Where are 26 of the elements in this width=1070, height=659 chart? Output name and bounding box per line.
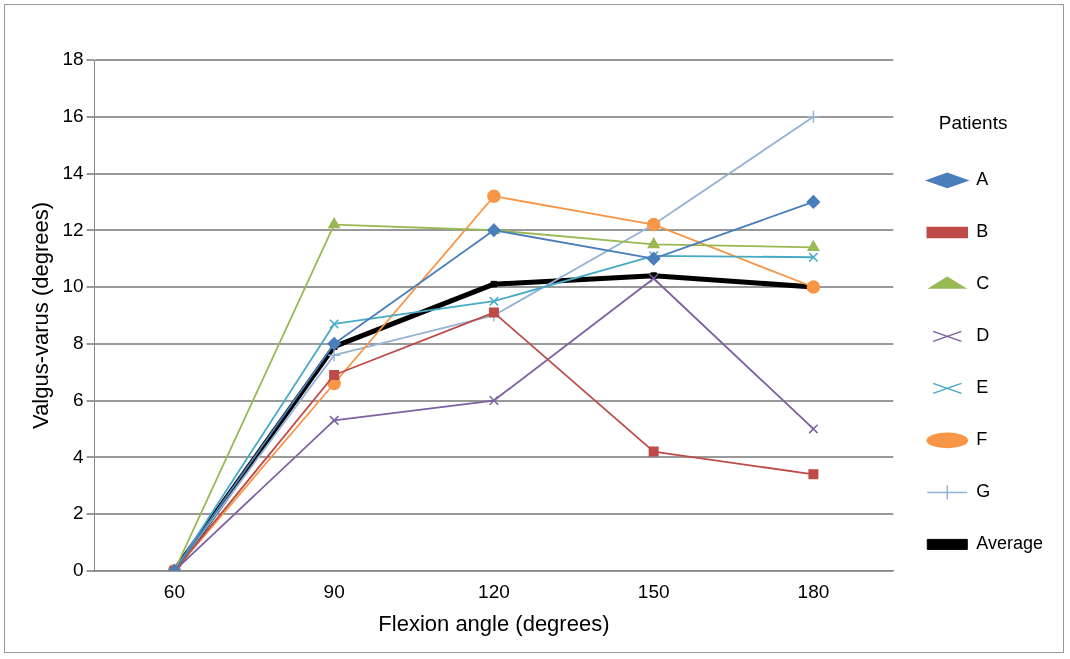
y-tick-label: 18: [62, 48, 84, 70]
legend-label: G: [976, 481, 991, 502]
y-tick-label: 4: [72, 445, 84, 467]
y-tick-label: 0: [72, 559, 84, 581]
y-tick-label: 14: [62, 161, 84, 183]
legend-label: E: [976, 377, 989, 398]
y-tick-label: 12: [62, 218, 84, 240]
legend-label: F: [976, 429, 988, 450]
x-tick-label: 150: [637, 581, 670, 603]
x-tick-label: 90: [323, 581, 345, 603]
y-tick-label: 16: [62, 104, 84, 126]
x-tick-label: 60: [163, 581, 185, 603]
legend-label: A: [976, 169, 989, 190]
legend-label: D: [976, 325, 990, 346]
legend-label: C: [976, 273, 990, 294]
x-tick-label: 180: [797, 581, 830, 603]
x-tick-label: 120: [478, 581, 510, 603]
legend-label: Average: [976, 533, 1043, 554]
y-axis-title: Valgus-varus (degrees): [28, 201, 54, 429]
y-tick-label: 6: [72, 388, 84, 410]
x-axis-title: Flexion angle (degrees): [378, 610, 610, 636]
legend-title: Patients: [938, 112, 1008, 134]
y-tick-label: 8: [72, 332, 84, 354]
y-tick-label: 2: [72, 502, 84, 524]
y-tick-label: 10: [62, 275, 84, 297]
legend-label: B: [976, 221, 989, 242]
